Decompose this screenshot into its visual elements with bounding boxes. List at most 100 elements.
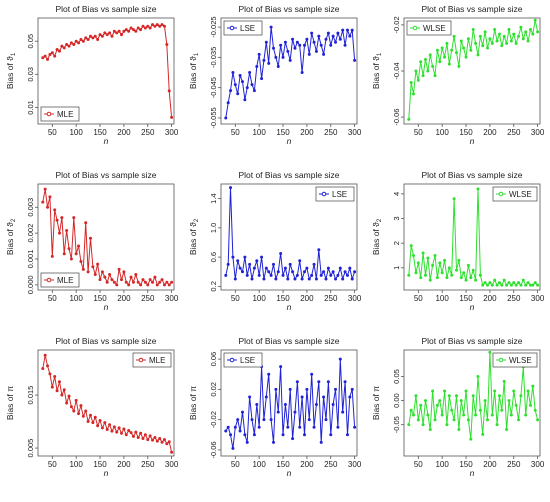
data-point [160, 278, 164, 282]
data-point [84, 36, 88, 40]
data-point [81, 414, 85, 418]
data-point [416, 78, 420, 82]
chart-title: Plot of Bias vs sample size [238, 4, 339, 14]
x-tick-label: 200 [483, 460, 497, 469]
data-point [267, 372, 271, 376]
y-tick-label: 0.005 [26, 439, 35, 458]
data-point [155, 23, 159, 27]
data-point [326, 266, 330, 270]
data-point [486, 283, 490, 287]
data-point [48, 52, 52, 56]
legend: WLSE [492, 352, 538, 368]
x-tick-label: 200 [300, 460, 314, 469]
x-axis-label: n [104, 468, 109, 478]
legend-box [492, 352, 538, 368]
data-point [105, 280, 109, 284]
data-point [283, 266, 287, 270]
data-point [91, 36, 95, 40]
x-axis-label: n [104, 136, 109, 146]
legend-marker [138, 357, 144, 363]
data-point [295, 380, 299, 384]
chart-svg: Plot of Bias vs sample size 50 100 150 200 25… [5, 4, 179, 146]
data-point [231, 71, 235, 75]
data-point [274, 387, 278, 391]
data-point [224, 429, 228, 433]
data-point [288, 387, 292, 391]
x-tick-label: 50 [48, 460, 57, 469]
data-point [108, 423, 112, 427]
data-point [443, 258, 447, 262]
data-point [48, 372, 52, 376]
data-point [317, 34, 321, 38]
data-point [146, 283, 150, 287]
data-point [509, 283, 513, 287]
y-tick-label: -0.025 [209, 16, 218, 37]
data-point [336, 425, 340, 429]
data-point [288, 262, 292, 266]
data-point [452, 34, 456, 38]
data-point [536, 30, 540, 34]
data-point [486, 46, 490, 50]
data-point [433, 74, 437, 78]
data-point [252, 266, 256, 270]
data-point [129, 275, 133, 279]
chart-svg: Plot of Bias vs sample size 50 100 150 200 25… [5, 336, 179, 478]
data-point [476, 375, 480, 378]
data-point [108, 31, 112, 35]
data-point [165, 280, 169, 284]
data-point [514, 283, 518, 287]
data-point [112, 280, 116, 284]
data-point [514, 403, 518, 407]
chart-panel-7: Plot of Bias vs sample size 50 100 150 200 25… [0, 332, 183, 502]
data-point [447, 394, 451, 398]
data-point [50, 385, 54, 389]
y-tick-label: -0.02 [392, 16, 401, 33]
data-point [72, 43, 76, 46]
data-point [153, 435, 157, 439]
data-point [459, 276, 463, 280]
plot-frame [403, 183, 541, 291]
data-point [153, 24, 157, 28]
data-point [146, 24, 150, 28]
y-tick-label: -0.045 [209, 77, 218, 98]
data-point [153, 275, 157, 279]
data-point [507, 281, 511, 285]
data-point [303, 433, 307, 437]
chart-panel-4: Plot of Bias vs sample size 50 100 150 200 25… [0, 166, 183, 336]
data-point [43, 54, 47, 58]
data-point [483, 281, 487, 285]
data-point [490, 413, 494, 417]
data-point [229, 186, 233, 190]
data-point [170, 450, 174, 454]
data-point [469, 48, 473, 52]
data-point [72, 216, 76, 220]
data-point [148, 434, 152, 438]
data-point [314, 49, 318, 53]
data-point [86, 270, 90, 274]
data-point [72, 409, 76, 413]
chart-svg: Plot of Bias vs sample size 50 100 150 200 25… [188, 170, 362, 312]
data-point [416, 261, 420, 265]
data-point [531, 283, 535, 287]
data-point [457, 258, 461, 262]
data-point [331, 270, 335, 274]
x-tick-label: 100 [252, 294, 266, 303]
data-point [245, 86, 249, 90]
data-point [93, 272, 97, 276]
data-point [69, 257, 73, 261]
data-point [50, 254, 54, 258]
data-point [117, 29, 121, 33]
chart-title: Plot of Bias vs sample size [238, 336, 339, 346]
data-point [512, 32, 516, 36]
data-point [91, 421, 95, 425]
data-point [110, 34, 114, 38]
data-point [43, 187, 47, 191]
data-point [466, 37, 470, 41]
data-point [474, 413, 478, 417]
plot-frame [37, 349, 175, 457]
data-point [409, 244, 413, 248]
data-point [293, 410, 297, 414]
data-point [96, 262, 100, 266]
data-point [281, 55, 285, 59]
x-tick-label: 300 [165, 294, 179, 303]
